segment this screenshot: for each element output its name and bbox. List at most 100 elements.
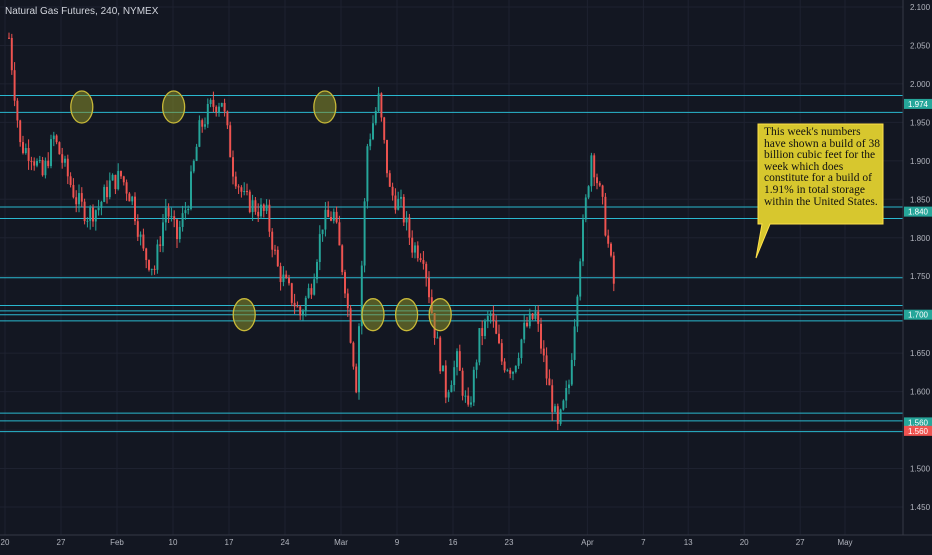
candle-body [10,37,13,71]
price-tick-label: 1.900 [910,157,931,166]
candle-body [436,337,439,339]
candle-body [335,211,338,223]
candle-body [551,385,554,412]
candle-body [80,193,83,202]
candle-body [248,191,251,213]
candle-body [458,351,461,371]
candle-body [528,313,531,327]
candle-body [279,266,282,283]
candle-body [548,378,551,386]
candle-body [556,406,559,424]
candle-body [198,120,201,147]
candle-body [19,120,22,143]
price-tick-label: 2.050 [910,41,931,50]
highlight-circle [394,298,419,332]
time-tick-label: 9 [395,538,400,547]
time-axis[interactable] [0,535,932,550]
candle-body [411,237,414,253]
candle-body [520,339,523,359]
candle-body [243,190,246,192]
candle-body [587,186,590,198]
candle-body [27,148,30,161]
candle-body [582,219,584,262]
candle-body [570,359,573,385]
candle-body [500,343,503,362]
candle-body [584,197,587,220]
candle-body [262,204,265,211]
candle-body [531,313,534,319]
candle-body [492,313,495,321]
candle-body [220,102,223,107]
candle-body [282,274,285,283]
candle-body [184,210,187,214]
candle-body [612,255,615,284]
candle-body [388,173,391,187]
candle-body [565,388,568,401]
highlight-circles[interactable] [70,90,452,332]
candle-body [453,367,456,386]
candle-body [139,234,142,237]
candle-body [206,103,209,125]
highlight-circle [313,90,337,124]
candle-body [100,201,103,208]
candle-body [514,365,517,372]
candle-body [209,99,212,104]
time-tick-label: 20 [740,538,749,547]
candle-body [360,265,363,327]
candle-body [274,249,276,251]
callout-shape [755,123,884,259]
candle-body [363,201,366,266]
candle-body [383,117,386,140]
candle-body [324,209,327,230]
candle-body [288,278,290,284]
candle-body [562,400,565,410]
price-tag-box [904,309,932,320]
candle-body [108,180,111,198]
candle-body [540,323,542,349]
time-tick-label: 16 [449,538,458,547]
price-tag-text: 1.560 [908,418,929,427]
candle-body [475,362,478,370]
candle-body [232,157,234,177]
candle-body [302,311,304,316]
candle-body [254,200,257,212]
price-tag-text: 1.974 [908,100,929,109]
candle-body [44,160,47,176]
time-tick-label: Mar [334,538,348,547]
candle-body [72,184,75,198]
candle-body [400,196,402,199]
candle-body [596,177,598,184]
candle-body [484,320,486,336]
candle-body [402,196,405,223]
time-tick-label: Feb [110,538,124,547]
price-tick-label: 1.450 [910,503,931,512]
candle-body [89,207,92,221]
candle-body [506,370,509,372]
candle-body [237,186,240,188]
candle-body [215,106,218,113]
candle-body [467,395,470,405]
candle-body [369,139,372,147]
price-tag-box [904,206,932,217]
candle-body [604,196,607,236]
candle-body [226,111,229,126]
candle-body [428,277,430,298]
candle-body [358,326,360,393]
candle-body [33,161,36,166]
candle-body [111,174,114,181]
candle-body [47,160,50,167]
candle-body [234,176,237,187]
candle-body [178,226,181,240]
price-axis[interactable] [903,0,932,550]
candle-body [299,306,302,316]
candle-body [260,204,262,217]
annotation-callout[interactable] [755,123,884,259]
candle-body [470,402,472,405]
candle-body [24,148,27,154]
candle-body [380,93,383,118]
candle-body [374,110,377,124]
candle-body [419,258,422,261]
candle-body [13,70,16,101]
